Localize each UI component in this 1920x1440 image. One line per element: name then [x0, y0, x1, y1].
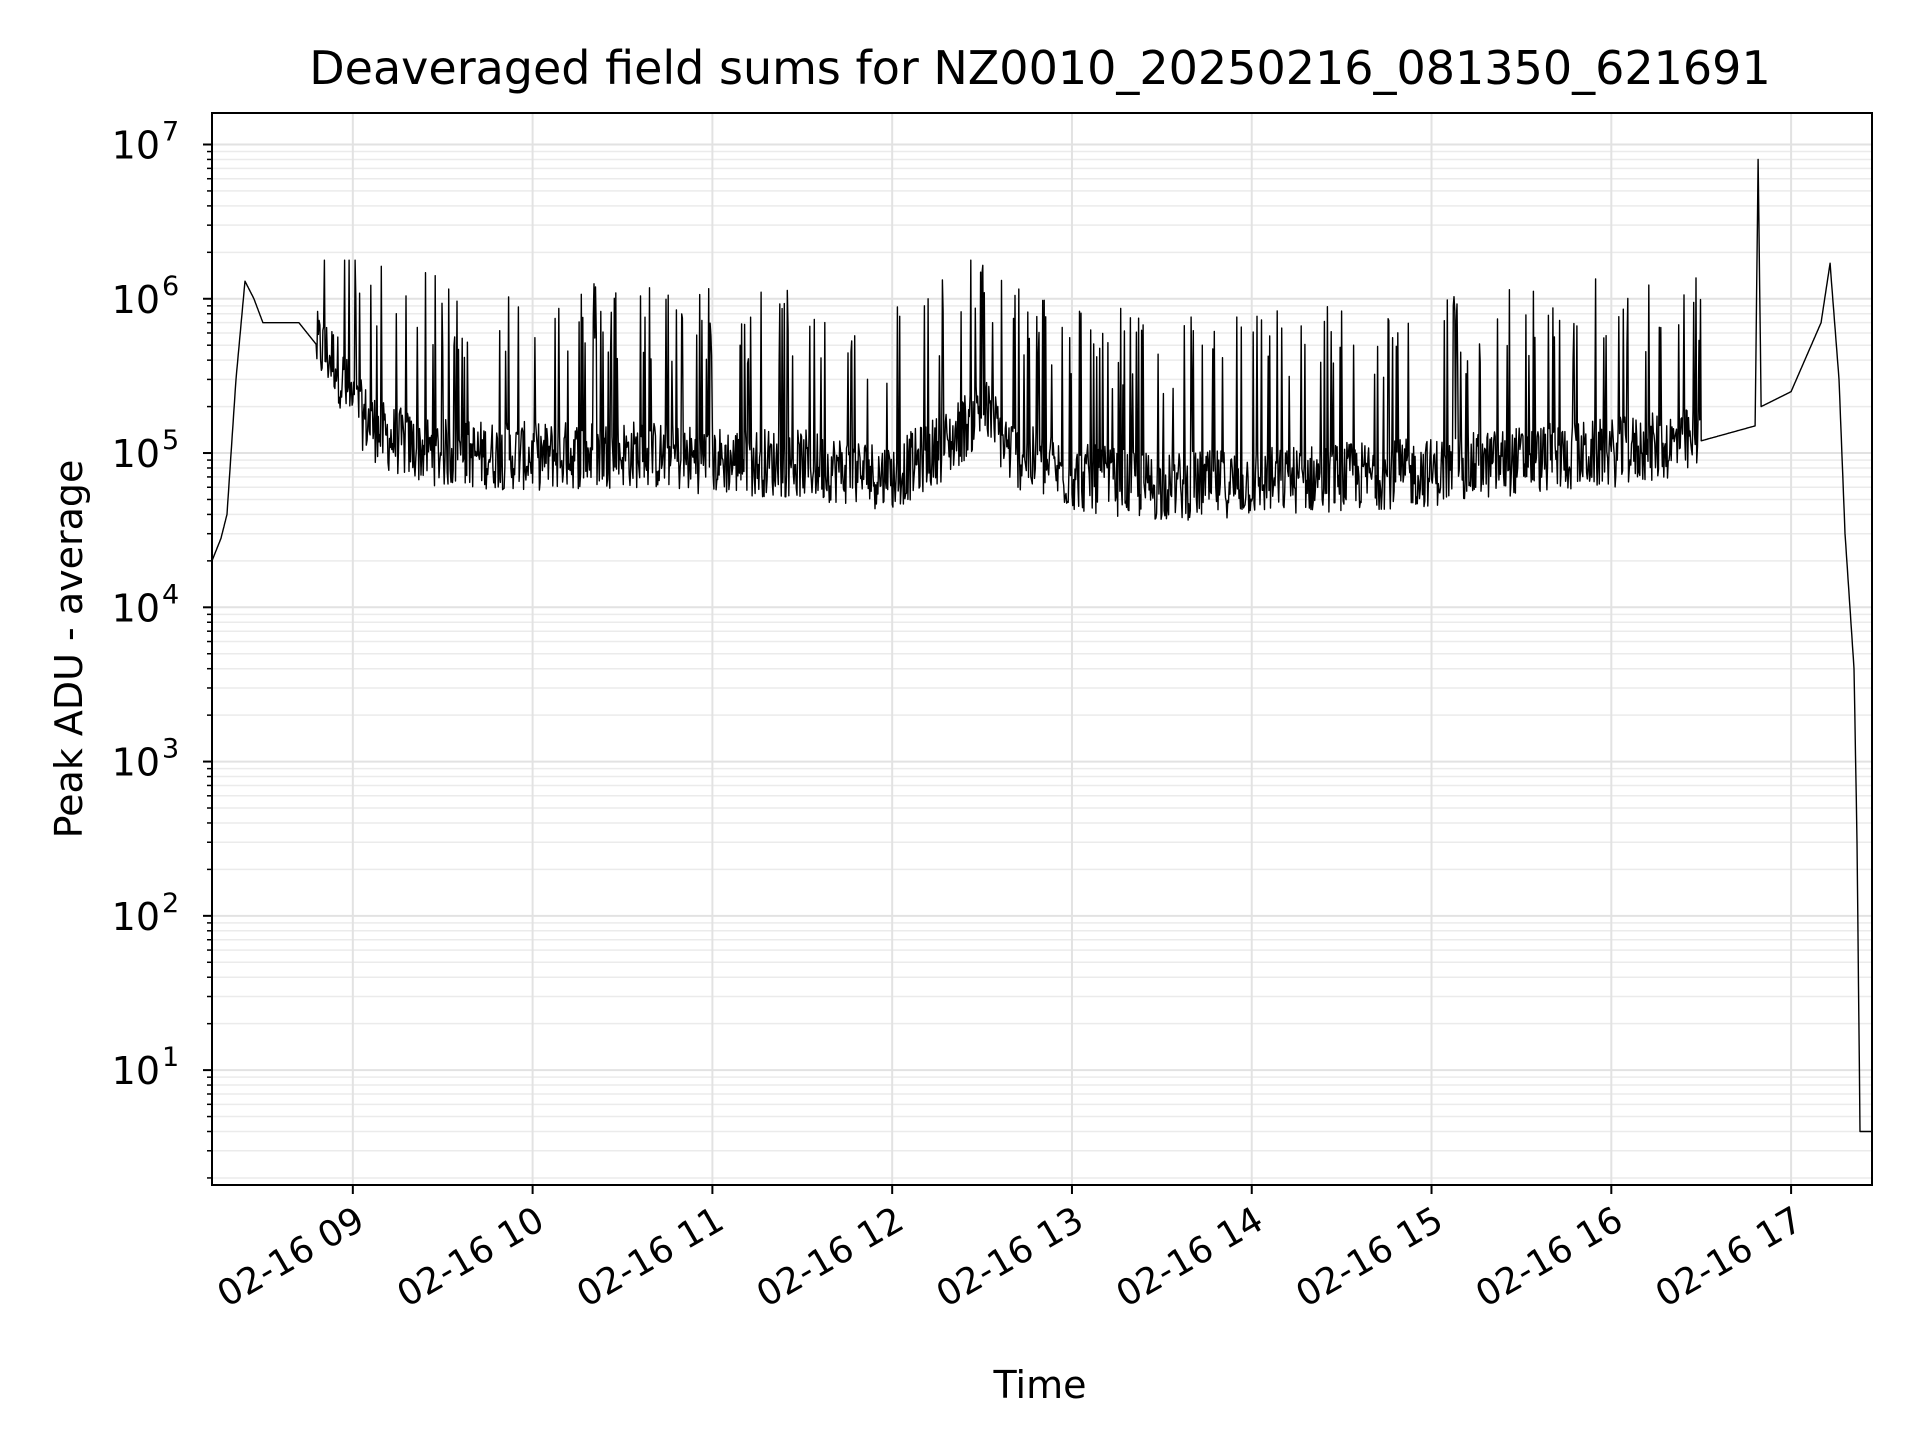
y-tick-label: 10: [112, 1049, 160, 1093]
y-tick-exponent: 5: [162, 425, 179, 456]
y-tick-label: 10: [112, 586, 160, 630]
y-tick-label: 10: [112, 895, 160, 939]
series-0-line: [211, 158, 1873, 1133]
y-tick-label: 10: [112, 432, 160, 476]
x-axis-label: Time: [993, 1363, 1087, 1407]
y-tick-exponent: 6: [162, 271, 179, 302]
series-layer: [211, 158, 1873, 1133]
y-tick-exponent: 1: [162, 1042, 179, 1073]
y-axis-label: Peak ADU - average: [47, 460, 91, 839]
plot-frame: [211, 112, 1873, 1186]
y-tick-exponent: 7: [162, 116, 179, 147]
chart-title: Deaveraged field sums for NZ0010_2025021…: [309, 41, 1770, 95]
y-tick-exponent: 2: [162, 888, 179, 919]
y-tick-label: 10: [112, 123, 160, 167]
y-tick-label: 10: [112, 741, 160, 785]
y-tick-label: 10: [112, 278, 160, 322]
y-tick-exponent: 4: [162, 579, 179, 610]
y-tick-exponent: 3: [162, 734, 179, 765]
